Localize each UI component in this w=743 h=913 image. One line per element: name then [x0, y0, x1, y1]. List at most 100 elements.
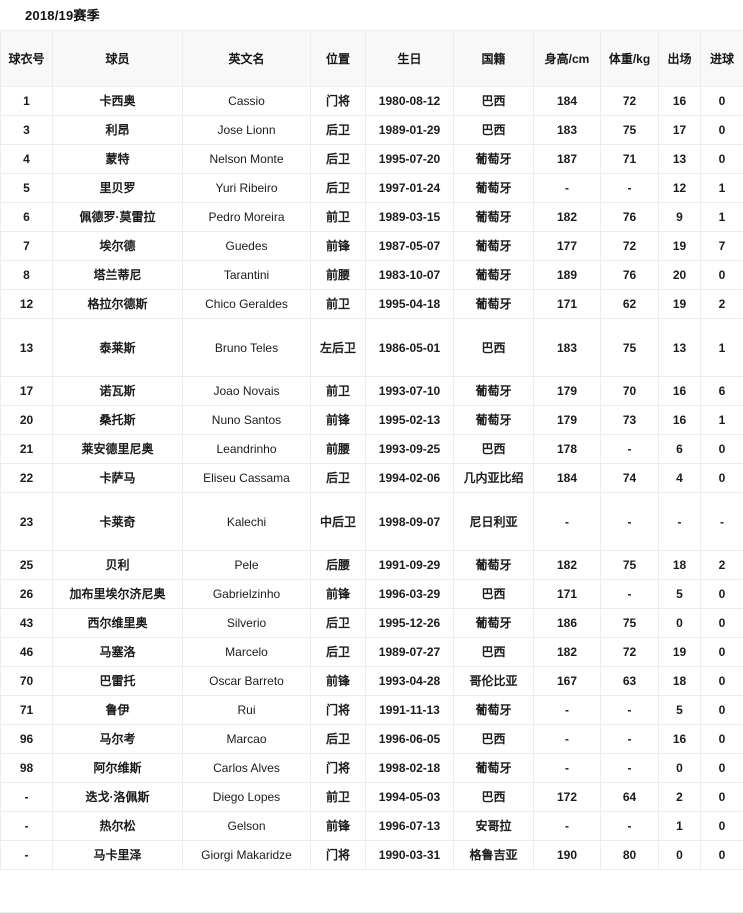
cell-birthday: 1995-02-13	[366, 406, 454, 435]
cell-height: 186	[534, 609, 601, 638]
cell-name_cn: 利昂	[53, 116, 183, 145]
column-header-position: 位置	[311, 31, 366, 87]
column-header-number: 球衣号	[1, 31, 53, 87]
cell-number: 46	[1, 638, 53, 667]
cell-apps: 19	[659, 638, 701, 667]
cell-number: 5	[1, 174, 53, 203]
cell-height: 182	[534, 638, 601, 667]
cell-nation: 安哥拉	[454, 812, 534, 841]
cell-weight: 72	[601, 638, 659, 667]
cell-name_cn: 加布里埃尔济尼奥	[53, 580, 183, 609]
cell-position: 前腰	[311, 261, 366, 290]
cell-birthday: 1996-03-29	[366, 580, 454, 609]
cell-position: 前锋	[311, 580, 366, 609]
cell-birthday: 1987-05-07	[366, 232, 454, 261]
cell-name_cn: 鲁伊	[53, 696, 183, 725]
cell-nation: 葡萄牙	[454, 754, 534, 783]
cell-name_en: Giorgi Makaridze	[183, 841, 311, 870]
cell-goals: 7	[701, 232, 743, 261]
cell-name_en: Yuri Ribeiro	[183, 174, 311, 203]
cell-birthday: 1995-07-20	[366, 145, 454, 174]
cell-height: 184	[534, 464, 601, 493]
cell-apps: 5	[659, 696, 701, 725]
cell-nation: 葡萄牙	[454, 261, 534, 290]
cell-nation: 葡萄牙	[454, 377, 534, 406]
cell-position: 前腰	[311, 435, 366, 464]
footer-spacer	[0, 870, 743, 912]
cell-number: -	[1, 783, 53, 812]
cell-position: 后卫	[311, 145, 366, 174]
column-header-apps: 出场	[659, 31, 701, 87]
column-header-birthday: 生日	[366, 31, 454, 87]
column-header-nation: 国籍	[454, 31, 534, 87]
cell-goals: 0	[701, 435, 743, 464]
cell-name_cn: 诺瓦斯	[53, 377, 183, 406]
cell-position: 前锋	[311, 667, 366, 696]
cell-nation: 巴西	[454, 725, 534, 754]
cell-apps: 16	[659, 406, 701, 435]
page-title: 2018/19赛季	[25, 9, 100, 22]
cell-height: 171	[534, 580, 601, 609]
cell-name_en: Nuno Santos	[183, 406, 311, 435]
cell-name_cn: 巴雷托	[53, 667, 183, 696]
cell-name_en: Cassio	[183, 87, 311, 116]
cell-position: 后卫	[311, 638, 366, 667]
cell-height: 167	[534, 667, 601, 696]
cell-weight: 70	[601, 377, 659, 406]
cell-name_cn: 泰莱斯	[53, 319, 183, 377]
cell-position: 门将	[311, 696, 366, 725]
cell-name_cn: 蒙特	[53, 145, 183, 174]
cell-nation: 巴西	[454, 580, 534, 609]
column-header-weight: 体重/kg	[601, 31, 659, 87]
cell-weight: 72	[601, 232, 659, 261]
cell-goals: -	[701, 493, 743, 551]
season-title-bar: 2018/19赛季	[0, 0, 743, 30]
cell-name_en: Bruno Teles	[183, 319, 311, 377]
cell-name_en: Gelson	[183, 812, 311, 841]
cell-nation: 巴西	[454, 435, 534, 464]
cell-height: 190	[534, 841, 601, 870]
cell-height: -	[534, 696, 601, 725]
cell-birthday: 1989-01-29	[366, 116, 454, 145]
cell-height: 187	[534, 145, 601, 174]
cell-name_en: Pedro Moreira	[183, 203, 311, 232]
cell-birthday: 1997-01-24	[366, 174, 454, 203]
cell-number: 13	[1, 319, 53, 377]
cell-goals: 0	[701, 754, 743, 783]
cell-nation: 葡萄牙	[454, 174, 534, 203]
cell-apps: 0	[659, 841, 701, 870]
cell-goals: 0	[701, 464, 743, 493]
cell-birthday: 1995-04-18	[366, 290, 454, 319]
cell-name_en: Oscar Barreto	[183, 667, 311, 696]
cell-apps: 17	[659, 116, 701, 145]
cell-position: 中后卫	[311, 493, 366, 551]
cell-nation: 葡萄牙	[454, 551, 534, 580]
